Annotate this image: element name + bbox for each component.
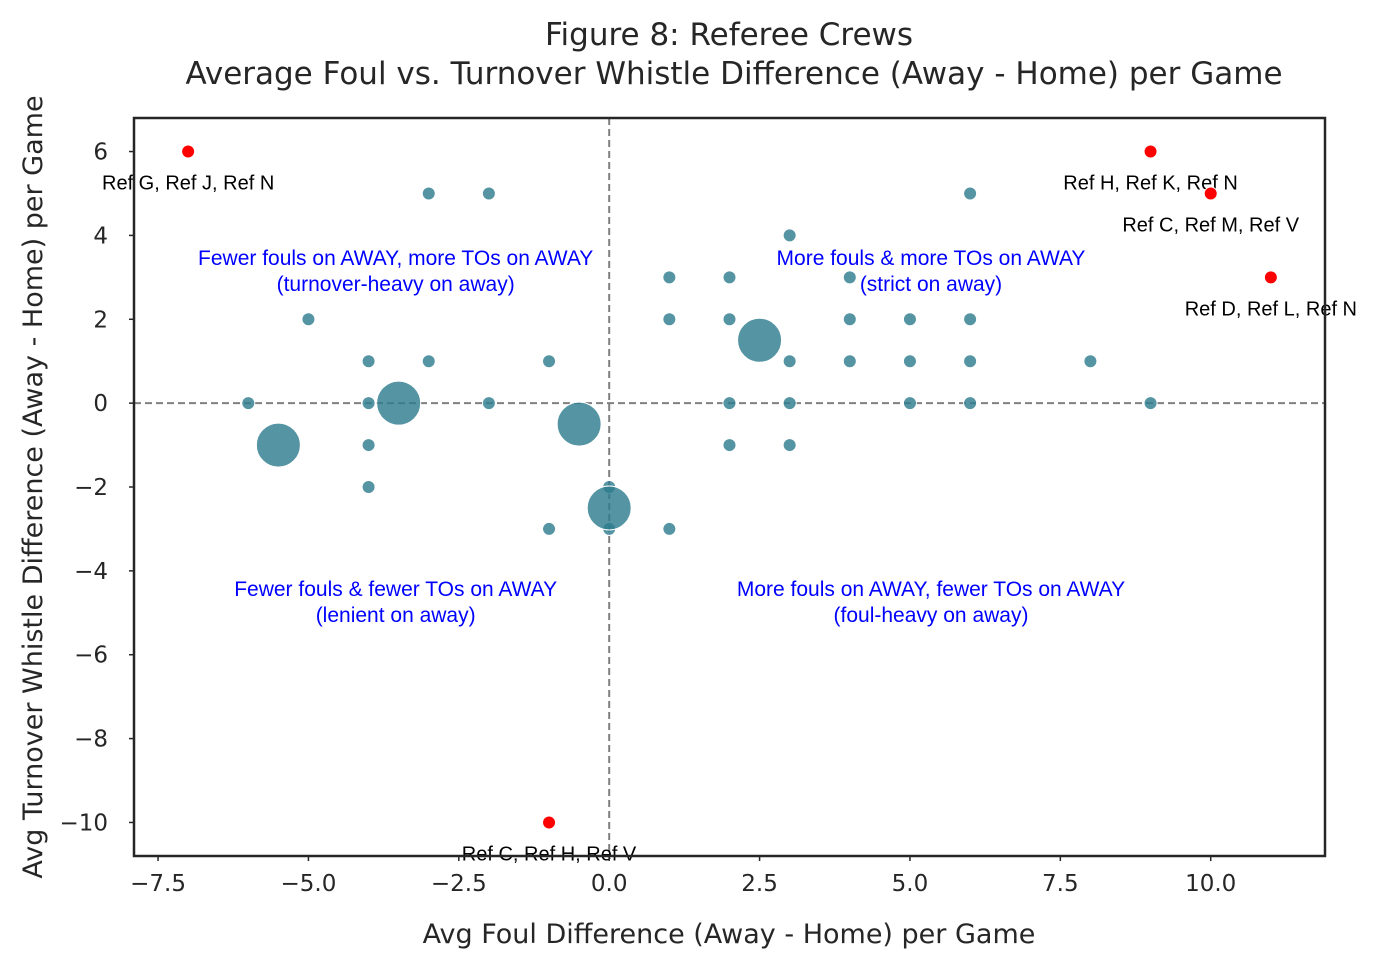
- y-tick-label: 4: [93, 223, 108, 249]
- quadrant-label-sub: (lenient on away): [316, 604, 476, 627]
- outlier-label: Ref G, Ref J, Ref N: [102, 173, 274, 195]
- x-tick-label: −5.0: [281, 871, 337, 897]
- y-tick-label: −6: [74, 643, 108, 669]
- data-point: [842, 312, 857, 327]
- data-point: [782, 354, 797, 369]
- y-tick-label: 0: [93, 391, 108, 417]
- data-point: [722, 438, 737, 453]
- data-point: [301, 312, 316, 327]
- data-point: [963, 354, 978, 369]
- data-point: [722, 270, 737, 285]
- quadrant-label: More fouls & more TOs on AWAY: [777, 247, 1086, 270]
- y-tick-label: 2: [93, 307, 108, 333]
- x-tick-label: 10.0: [1185, 871, 1236, 897]
- y-axis-ticks: 6 4 2 0 −2 −4 −6 −8 −10: [59, 140, 134, 836]
- data-point: [361, 354, 376, 369]
- data-point: [902, 312, 917, 327]
- data-point: [1083, 354, 1098, 369]
- data-point: [722, 312, 737, 327]
- quadrant-label-sub: (foul-heavy on away): [834, 604, 1029, 627]
- quadrant-label-sub: (strict on away): [860, 273, 1002, 296]
- y-tick-label: 6: [93, 140, 108, 166]
- x-axis-label: Avg Foul Difference (Away - Home) per Ga…: [423, 919, 1036, 950]
- x-tick-label: 2.5: [741, 871, 778, 897]
- data-point: [737, 317, 783, 363]
- outlier-point: [1263, 270, 1278, 285]
- data-point: [421, 186, 436, 201]
- data-point: [361, 438, 376, 453]
- data-point: [963, 186, 978, 201]
- outlier-point: [1143, 144, 1158, 159]
- quadrant-label: Fewer fouls on AWAY, more TOs on AWAY: [198, 247, 593, 270]
- data-point: [782, 396, 797, 411]
- data-point: [542, 521, 557, 536]
- quadrant-label: More fouls on AWAY, fewer TOs on AWAY: [737, 578, 1125, 601]
- x-tick-label: −7.5: [130, 871, 186, 897]
- outlier-point: [1203, 186, 1218, 201]
- data-point: [662, 270, 677, 285]
- data-point: [556, 401, 602, 447]
- data-point: [902, 396, 917, 411]
- data-point: [241, 396, 256, 411]
- quadrant-label-sub: (turnover-heavy on away): [277, 273, 515, 296]
- x-tick-label: 5.0: [892, 871, 929, 897]
- data-point: [255, 422, 301, 468]
- data-point: [842, 270, 857, 285]
- data-point: [481, 186, 496, 201]
- outlier-label: Ref C, Ref H, Ref V: [462, 843, 637, 865]
- chart-subtitle: Average Foul vs. Turnover Whistle Differ…: [185, 56, 1282, 92]
- data-point: [963, 396, 978, 411]
- x-tick-label: −2.5: [431, 871, 487, 897]
- outlier-label: Ref H, Ref K, Ref N: [1063, 173, 1238, 195]
- x-tick-label: 7.5: [1042, 871, 1079, 897]
- data-point: [662, 312, 677, 327]
- data-point: [586, 485, 632, 531]
- y-tick-label: −10: [59, 810, 108, 836]
- data-point: [662, 521, 677, 536]
- quadrant-label: Fewer fouls & fewer TOs on AWAY: [234, 578, 557, 601]
- outlier-label: Ref D, Ref L, Ref N: [1185, 298, 1357, 320]
- y-tick-label: −4: [74, 559, 108, 585]
- outlier-label: Ref C, Ref M, Ref V: [1122, 214, 1299, 236]
- data-point: [481, 396, 496, 411]
- x-axis-ticks: −7.5 −5.0 −2.5 0.0 2.5 5.0 7.5 10.0: [130, 856, 1236, 897]
- data-point: [963, 312, 978, 327]
- y-tick-label: −8: [74, 727, 108, 753]
- data-point: [782, 438, 797, 453]
- data-point: [421, 354, 436, 369]
- outlier-point: [542, 815, 557, 830]
- data-point: [722, 396, 737, 411]
- plot-area: Fewer fouls on AWAY, more TOs on AWAY (tu…: [102, 118, 1357, 865]
- chart-title: Figure 8: Referee Crews: [545, 17, 913, 53]
- data-point: [361, 480, 376, 494]
- x-tick-label: 0.0: [591, 871, 628, 897]
- y-axis-label: Avg Turnover Whistle Difference (Away - …: [18, 95, 49, 878]
- outlier-point: [181, 144, 196, 159]
- data-point: [1143, 396, 1158, 411]
- data-point: [376, 380, 422, 426]
- data-point: [782, 228, 797, 243]
- data-point: [902, 354, 917, 369]
- y-tick-label: −2: [74, 475, 108, 501]
- data-point: [361, 396, 376, 411]
- data-point: [842, 354, 857, 369]
- data-point: [542, 354, 557, 369]
